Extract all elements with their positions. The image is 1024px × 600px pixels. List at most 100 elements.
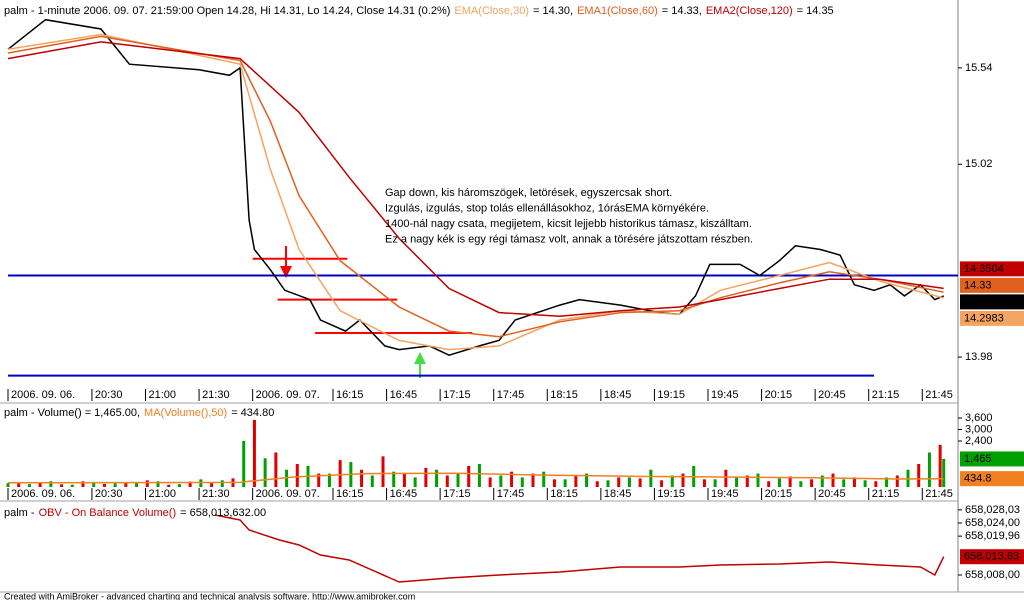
x-tick-label: 21:00 xyxy=(149,488,177,500)
title-text: palm - 1-minute 2006. 09. 07. 21:59:00 O… xyxy=(4,5,450,17)
series-line xyxy=(7,472,944,484)
volume-bar xyxy=(595,481,599,487)
volume-bar xyxy=(810,479,814,487)
volume-bar xyxy=(177,484,181,487)
y-tick-label: 13.98 xyxy=(965,351,993,363)
last-value-box xyxy=(960,277,1024,293)
x-tick-label: 2006. 09. 06. xyxy=(11,488,75,500)
volume-bar xyxy=(499,475,503,487)
x-tick-label: 19:15 xyxy=(657,488,685,500)
last-value-box xyxy=(960,471,1024,487)
volume-bar xyxy=(210,483,214,487)
volume-bar xyxy=(681,473,685,487)
x-tick-label: 17:45 xyxy=(497,389,525,401)
volume-bar xyxy=(113,483,117,487)
volume-bar xyxy=(927,452,931,487)
volume-bar xyxy=(338,460,342,487)
annotation: Ez a nagy kék is egy régi támasz volt, a… xyxy=(385,233,753,245)
last-value-label: 14.2983 xyxy=(964,312,1004,324)
volume-bar xyxy=(102,483,106,487)
volume-bar xyxy=(745,475,749,487)
volume-bar xyxy=(724,469,728,487)
volume-bar xyxy=(6,483,10,487)
volume-bar xyxy=(60,484,64,487)
x-tick-label: 21:15 xyxy=(872,488,900,500)
y-tick-label: 3,600 xyxy=(965,412,993,424)
volume-bar xyxy=(617,477,621,487)
volume-bar xyxy=(392,471,396,487)
x-tick-label: 16:15 xyxy=(336,488,364,500)
last-value-box xyxy=(960,310,1024,326)
volume-bar xyxy=(413,477,417,487)
volume-bar xyxy=(381,456,385,487)
footer: Created with AmiBroker - advanced charti… xyxy=(4,591,415,600)
annotation: Izgulás, izgulás, stop tolás ellenálláso… xyxy=(385,202,709,214)
volume-bar xyxy=(70,484,74,487)
series-line xyxy=(7,35,944,338)
x-tick-label: 17:45 xyxy=(497,488,525,500)
volume-bar xyxy=(863,480,867,487)
volume-bar xyxy=(660,480,664,487)
volume-bar xyxy=(274,452,278,487)
volume-bar xyxy=(563,479,567,487)
x-tick-label: 21:30 xyxy=(202,488,230,500)
volume-bar xyxy=(895,475,899,487)
volume-bar xyxy=(124,483,128,487)
last-value-label: 434.8 xyxy=(964,473,992,485)
x-tick-label: 21:30 xyxy=(202,389,230,401)
last-value-label: 14.33 xyxy=(964,279,992,291)
volume-bar xyxy=(649,469,653,487)
x-tick-label: 18:15 xyxy=(550,488,578,500)
volume-bar xyxy=(360,469,364,487)
volume-bar xyxy=(917,464,921,487)
volume-bar xyxy=(852,477,856,487)
last-value-label: 14.3504 xyxy=(964,263,1004,275)
volume-bar xyxy=(402,473,406,487)
volume-bar xyxy=(638,478,642,487)
volume-bar xyxy=(520,477,524,487)
legend-value: = 14.35 xyxy=(797,5,834,17)
volume-bar xyxy=(327,473,331,487)
volume-bar xyxy=(585,473,589,487)
x-tick-label: 18:45 xyxy=(604,488,632,500)
x-tick-label: 19:45 xyxy=(711,488,739,500)
volume-bar xyxy=(49,481,53,487)
x-tick-label: 20:15 xyxy=(765,488,793,500)
volume-bar xyxy=(670,475,674,487)
volume-bar xyxy=(370,475,374,487)
volume-bar xyxy=(467,465,471,487)
x-tick-label: 20:45 xyxy=(818,488,846,500)
x-tick-label: 19:45 xyxy=(711,389,739,401)
pane-title: palm - 1-minute 2006. 09. 07. 21:59:00 O… xyxy=(4,5,834,17)
volume-bar xyxy=(777,478,781,487)
volume-bar xyxy=(456,473,460,487)
legend-entry: EMA2(Close,120) xyxy=(706,5,793,17)
volume-bar xyxy=(477,464,481,487)
legend-entry: MA(Volume(),50) xyxy=(144,407,227,419)
volume-bar xyxy=(874,481,878,487)
volume-bar xyxy=(552,479,556,487)
pane-title: palm - Volume() = 1,465.00, MA(Volume(),5… xyxy=(4,407,274,419)
series-line xyxy=(7,18,944,357)
y-tick-label: 658,008,00 xyxy=(965,569,1020,581)
last-value-label: 1,465 xyxy=(964,453,992,465)
x-tick-label: 20:45 xyxy=(818,389,846,401)
x-tick-label: 2006. 09. 06. xyxy=(11,389,75,401)
volume-bar xyxy=(135,482,139,487)
legend-value: = 14.33, xyxy=(662,5,702,17)
volume-bar xyxy=(17,483,21,487)
volume-bar xyxy=(627,477,631,487)
volume-bar xyxy=(145,480,149,487)
legend-entry: EMA1(Close,60) xyxy=(577,5,658,17)
y-tick-label: 15.02 xyxy=(965,158,993,170)
volume-bar xyxy=(542,471,546,487)
title-text: palm - xyxy=(4,507,35,519)
volume-bar xyxy=(799,481,803,487)
volume-bar xyxy=(445,475,449,487)
y-tick-label: 658,019,96 xyxy=(965,530,1020,542)
volume-bar xyxy=(424,467,428,487)
x-tick-label: 21:15 xyxy=(872,389,900,401)
